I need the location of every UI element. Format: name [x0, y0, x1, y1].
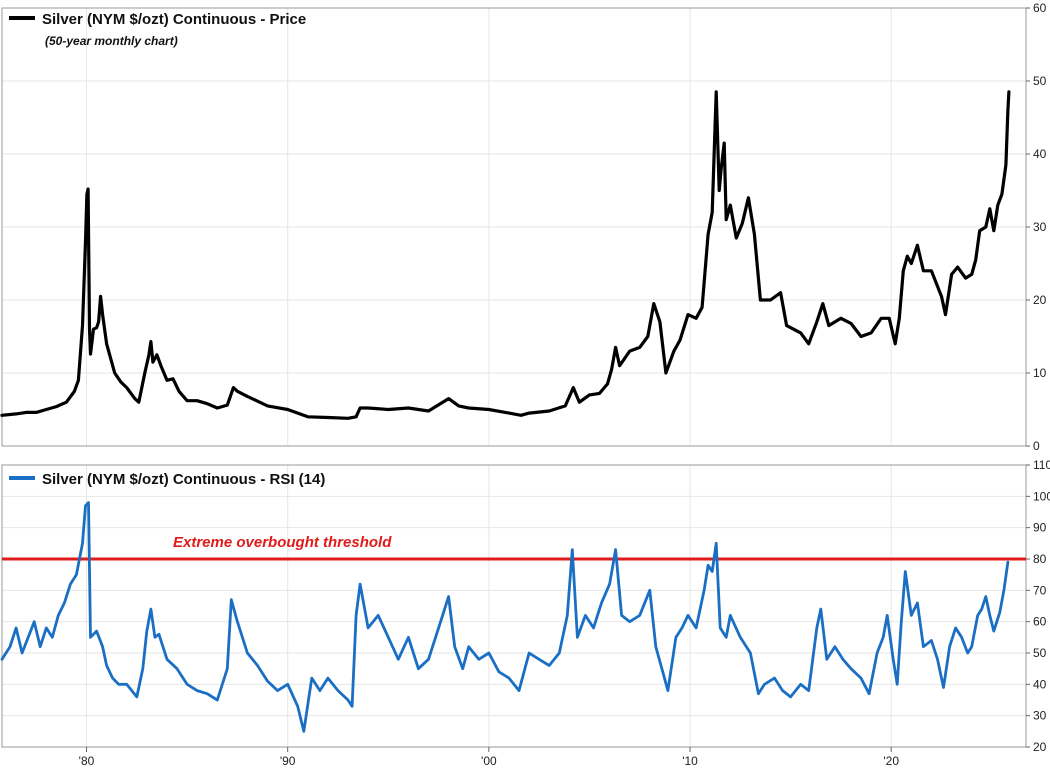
- x-axis: '80 '90 '00 '10 '20: [79, 747, 899, 768]
- rsi-panel-frame: [1, 464, 1027, 748]
- rsi-y-tick-label: 80: [1033, 552, 1047, 566]
- price-panel: 0 10 20 30 40 50 60 Silver (NYM $/ozt) Continu…: [0, 1, 1047, 453]
- price-y-tick-label: 40: [1033, 147, 1047, 161]
- rsi-panel: Extreme overbought threshold 20 30 40 50 60 7…: [0, 458, 1050, 754]
- overbought-threshold-label: Extreme overbought threshold: [173, 534, 392, 551]
- price-y-tick-label: 50: [1033, 74, 1047, 88]
- price-y-tick-label: 0: [1033, 439, 1040, 453]
- price-subtitle: (50-year monthly chart): [45, 34, 178, 48]
- rsi-y-tick-label: 20: [1033, 740, 1047, 754]
- x-tick-label: '80: [79, 754, 95, 768]
- rsi-y-axis: 20 30 40 50 60 70 80 90 100 110: [1026, 458, 1050, 754]
- price-line-layer: [0, 90, 1011, 420]
- price-series-line: [0, 90, 1011, 420]
- x-tick-label: '90: [280, 754, 296, 768]
- price-y-tick-label: 20: [1033, 293, 1047, 307]
- rsi-legend: Silver (NYM $/ozt) Continuous - RSI (14): [9, 471, 325, 488]
- rsi-y-tick-label: 90: [1033, 521, 1047, 535]
- rsi-series-line: [0, 501, 1010, 733]
- price-y-tick-label: 30: [1033, 220, 1047, 234]
- rsi-y-tick-label: 50: [1033, 646, 1047, 660]
- price-legend: Silver (NYM $/ozt) Continuous - Price (5…: [9, 11, 306, 48]
- price-y-tick-label: 60: [1033, 1, 1047, 15]
- rsi-y-tick-label: 60: [1033, 615, 1047, 629]
- rsi-y-tick-label: 70: [1033, 583, 1047, 597]
- price-y-tick-label: 10: [1033, 366, 1047, 380]
- price-y-axis: 0 10 20 30 40 50 60: [1026, 1, 1047, 453]
- rsi-threshold-layer: Extreme overbought threshold: [2, 534, 1026, 561]
- rsi-y-tick-label: 100: [1033, 489, 1050, 503]
- rsi-legend-label: Silver (NYM $/ozt) Continuous - RSI (14): [42, 471, 325, 488]
- x-tick-label: '20: [883, 754, 899, 768]
- rsi-y-tick-label: 30: [1033, 709, 1047, 723]
- x-tick-label: '00: [481, 754, 497, 768]
- rsi-y-tick-label: 110: [1033, 458, 1050, 472]
- x-tick-label: '10: [682, 754, 698, 768]
- price-legend-label: Silver (NYM $/ozt) Continuous - Price: [42, 11, 306, 28]
- rsi-y-tick-label: 40: [1033, 677, 1047, 691]
- rsi-line-layer: [0, 501, 1010, 733]
